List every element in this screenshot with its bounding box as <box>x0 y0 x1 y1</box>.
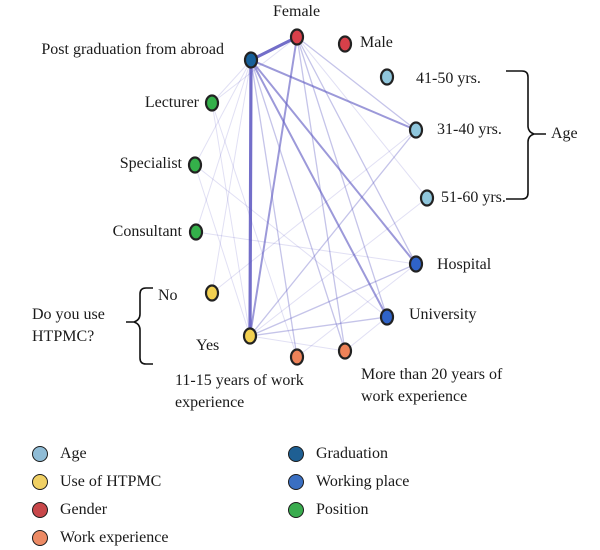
edge-postgrad-age3140 <box>250 59 417 131</box>
edge-no-age3140 <box>211 129 417 294</box>
edge-female-exp20 <box>296 36 346 352</box>
edge-yes-exp20 <box>249 335 346 352</box>
node-label-no: No <box>158 287 178 304</box>
node-yes <box>242 327 258 345</box>
edge-yes-hospital <box>249 263 417 337</box>
node-label-age3140: 31-40 yrs. <box>437 121 502 138</box>
edge-postgrad-female <box>249 35 299 62</box>
node-hospital <box>408 255 424 273</box>
node-exp1115 <box>289 348 305 366</box>
legend-item-htpmc: Use of HTPMC <box>32 473 161 491</box>
node-label-consultant: Consultant <box>112 223 182 240</box>
node-label-postgrad: Post graduation from abroad <box>41 41 224 58</box>
legend-label: Graduation <box>316 445 388 462</box>
age-bracket <box>506 70 546 200</box>
legend-dot-working-place <box>288 474 304 490</box>
node-label-male: Male <box>360 34 393 51</box>
edge-postgrad-hospital <box>250 59 417 265</box>
node-postgrad <box>243 51 259 69</box>
htpmc-question-label: Do you use HTPMC? <box>32 306 105 345</box>
edge-female-yes <box>249 36 298 337</box>
htpmc-bracket <box>126 287 153 365</box>
edge-exp20-university <box>344 316 388 352</box>
node-consultant <box>188 223 204 241</box>
node-age4150 <box>379 68 395 86</box>
edge-yes-university <box>249 316 388 337</box>
edge-consultant-hospital <box>195 231 417 265</box>
edge-specialist-university <box>194 164 388 318</box>
legend-label: Position <box>316 501 369 518</box>
legend-dot-gender <box>32 502 48 518</box>
nodes-layer <box>187 28 435 366</box>
edge-postgrad-yes <box>248 58 253 338</box>
legend-dot-work-experience <box>32 530 48 546</box>
edge-female-age3140 <box>296 36 417 131</box>
legend-label: Age <box>60 445 87 462</box>
node-label-yes: Yes <box>196 337 220 354</box>
edge-yes-age3140 <box>249 129 417 337</box>
edge-female-age5160 <box>296 36 428 199</box>
legend-item-gender: Gender <box>32 501 107 519</box>
node-age3140 <box>408 121 424 139</box>
node-label-age4150: 41-50 yrs. <box>416 70 481 87</box>
node-female <box>289 28 305 46</box>
legend-item-position: Position <box>288 501 368 519</box>
edge-postgrad-exp1115 <box>250 59 298 358</box>
legend-item-work-experience: Work experience <box>32 529 168 547</box>
edge-postgrad-specialist <box>194 59 252 166</box>
legend-item-graduation: Graduation <box>288 445 388 463</box>
node-label-exp1115: 11-15 years of work experience <box>175 372 304 411</box>
age-bracket-label: Age <box>551 125 578 142</box>
node-male <box>337 35 353 53</box>
node-label-university: University <box>409 306 477 323</box>
legend-item-age: Age <box>32 445 87 463</box>
edge-postgrad-university <box>250 59 388 318</box>
legend-label: Work experience <box>60 529 169 546</box>
edge-yes-lecturer <box>211 102 251 337</box>
legend-label: Use of HTPMC <box>60 473 162 490</box>
edge-age5160-yes <box>249 197 428 337</box>
node-label-lecturer: Lecturer <box>144 94 199 111</box>
node-no <box>204 284 220 302</box>
edge-lecturer-exp1115 <box>211 102 298 358</box>
node-label-specialist: Specialist <box>119 155 182 172</box>
edge-postgrad-consultant <box>195 59 252 233</box>
node-label-age5160: 51-60 yrs. <box>441 189 506 206</box>
legend-dot-htpmc <box>32 474 48 490</box>
edge-postgrad-exp20 <box>250 59 346 352</box>
edge-female-lecturer <box>211 36 298 104</box>
edge-yes-specialist <box>194 164 251 337</box>
edge-postgrad-lecturer <box>211 59 252 104</box>
node-lecturer <box>204 94 220 112</box>
legend-item-working-place: Working place <box>288 473 409 491</box>
node-university <box>379 308 395 326</box>
legend-dot-age <box>32 446 48 462</box>
node-age5160 <box>419 189 435 207</box>
edge-exp1115-hospital <box>296 263 417 358</box>
node-label-female: Female <box>273 3 321 20</box>
edge-postgrad-no <box>211 59 252 294</box>
node-specialist <box>187 156 203 174</box>
edge-female-university <box>296 36 388 318</box>
legend-label: Working place <box>316 473 410 490</box>
edges-layer <box>194 35 428 358</box>
node-label-exp20: More than 20 years of work experience <box>361 366 503 405</box>
edge-female-hospital <box>296 36 417 265</box>
node-label-hospital: Hospital <box>437 256 492 273</box>
node-exp20 <box>337 342 353 360</box>
legend-label: Gender <box>60 501 108 518</box>
legend-dot-graduation <box>288 446 304 462</box>
legend-dot-position <box>288 502 304 518</box>
